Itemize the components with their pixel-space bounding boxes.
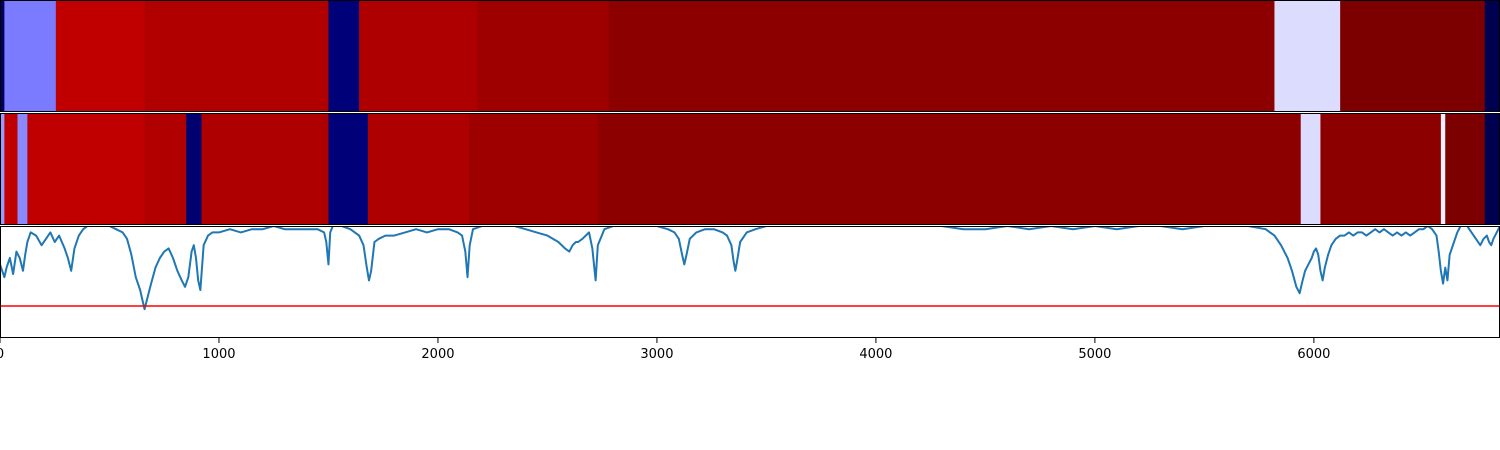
x-tick-label: 5000 — [1078, 347, 1111, 362]
heatmap-segment — [1484, 113, 1500, 225]
heatmap-segment — [367, 113, 469, 225]
heatmap-segment — [1340, 0, 1485, 112]
heatmap-segment — [1300, 113, 1321, 225]
heatmap-segment — [477, 0, 610, 112]
heatmap-segment — [27, 113, 145, 225]
series-line — [0, 226, 1500, 311]
heatmap-segment — [55, 0, 145, 112]
heatmap-segment — [468, 113, 599, 225]
heatmap-segment — [4, 113, 18, 225]
heatmap-segment — [144, 113, 187, 225]
heatmap-segment — [201, 113, 329, 225]
x-tick-label: 2000 — [421, 347, 454, 362]
x-tick-label: 3000 — [640, 347, 673, 362]
panel-frame — [0, 226, 1500, 338]
heatmap-segment — [144, 0, 329, 112]
x-tick-label: 1000 — [202, 347, 235, 362]
heatmap-segment — [186, 113, 202, 225]
x-tick-label: 4000 — [859, 347, 892, 362]
x-tick-label: 6000 — [1297, 347, 1330, 362]
heatmap-segment — [1445, 113, 1485, 225]
heatmap-segment — [608, 0, 1275, 112]
x-axis: 0 1000 2000 3000 4000 5000 6000 — [0, 338, 1330, 362]
heatmap-segment — [359, 0, 478, 112]
heatmap-segment — [328, 113, 369, 225]
line-plot-panel — [0, 226, 1500, 311]
heatmap-track-1 — [0, 0, 1500, 112]
heatmap-segment — [0, 0, 5, 112]
heatmap-segment — [597, 113, 1302, 225]
heatmap-segment — [0, 113, 5, 225]
heatmap-segment — [17, 113, 28, 225]
heatmap-segment — [4, 0, 57, 112]
heatmap-segment — [1440, 113, 1446, 225]
heatmap-segment — [1320, 113, 1442, 225]
heatmap-segment — [328, 0, 360, 112]
heatmap-track-2 — [0, 113, 1500, 225]
x-tick-label: 0 — [0, 347, 4, 362]
heatmap-segment — [1484, 0, 1500, 112]
heatmap-segment — [1274, 0, 1341, 112]
